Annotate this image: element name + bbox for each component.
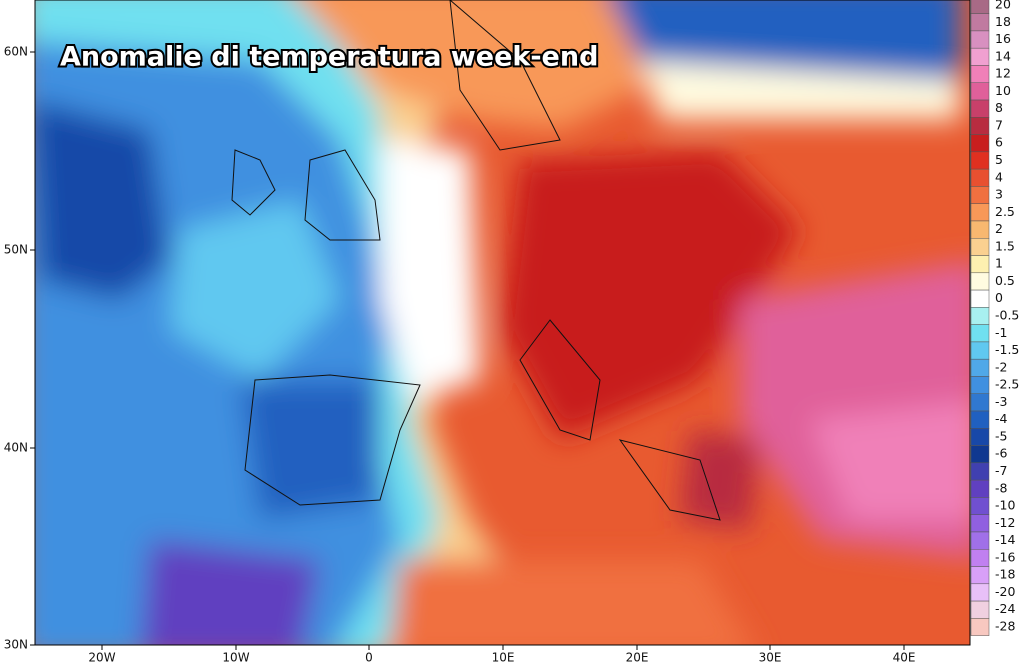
- legend-label: 10: [995, 83, 1011, 98]
- legend-label: -14: [995, 532, 1015, 547]
- legend-swatch: [970, 99, 990, 118]
- legend-label: -7: [995, 463, 1007, 478]
- legend-swatch: [970, 497, 990, 515]
- legend-label: 3: [995, 187, 1003, 202]
- lon-label: 10W: [222, 651, 249, 665]
- legend-swatch: [970, 186, 990, 204]
- legend-swatch: [970, 549, 990, 567]
- legend-swatch: [970, 220, 990, 239]
- legend-label: -1: [995, 325, 1007, 340]
- legend-label: -18: [995, 567, 1015, 582]
- legend-label: -2: [995, 359, 1007, 374]
- legend-swatch: [970, 289, 990, 308]
- legend-label: -8: [995, 480, 1008, 495]
- legend-swatch: [970, 358, 990, 377]
- legend-label: -10: [995, 498, 1015, 513]
- lon-label: 30E: [759, 651, 782, 665]
- legend-label: 1: [995, 256, 1003, 271]
- legend-label: 0.5: [995, 273, 1015, 288]
- legend-label: -6: [995, 446, 1008, 461]
- legend-swatch: [970, 168, 990, 187]
- legend-swatch: [970, 65, 990, 83]
- lon-label: 20E: [626, 651, 649, 665]
- legend-swatch: [970, 514, 990, 533]
- legend-swatch: [970, 376, 990, 395]
- legend-label: -16: [995, 549, 1015, 564]
- legend-swatch: [970, 203, 990, 222]
- legend-label: 5: [995, 152, 1003, 167]
- legend-label: 1.5: [995, 238, 1015, 253]
- legend-label: -0.5: [995, 308, 1019, 323]
- lat-label: 50N: [4, 243, 28, 257]
- legend-label: -1.5: [995, 342, 1019, 357]
- lon-label: 10E: [492, 651, 515, 665]
- legend-label: 12: [995, 66, 1011, 81]
- lon-label: 0: [365, 651, 373, 665]
- legend-label: 4: [995, 169, 1003, 184]
- legend-label: -4: [995, 411, 1008, 426]
- lat-label: 30N: [4, 638, 28, 652]
- legend-label: 0: [995, 290, 1003, 305]
- map-title: Anomalie di temperatura week-end: [60, 42, 598, 73]
- legend-label: 2: [995, 221, 1003, 236]
- legend-swatch: [970, 445, 990, 464]
- legend-label: -20: [995, 584, 1015, 599]
- legend-label: 18: [995, 14, 1011, 29]
- legend-swatch: [970, 410, 990, 429]
- legend-label: 20: [995, 0, 1011, 12]
- legend-swatch: [970, 272, 990, 291]
- legend-swatch: [970, 30, 990, 49]
- legend-swatch: [970, 13, 990, 32]
- legend-label: 2.5: [995, 204, 1015, 219]
- legend-label: 16: [995, 31, 1011, 46]
- legend-swatch: [970, 462, 990, 481]
- map-area: [35, 0, 970, 645]
- legend-swatch: [970, 255, 990, 274]
- legend-label: -5: [995, 428, 1007, 443]
- legend-swatch: [970, 600, 990, 619]
- legend-swatch: [970, 307, 990, 325]
- lat-label: 40N: [4, 441, 28, 455]
- legend-swatch: [970, 618, 990, 636]
- lon-label: 20W: [88, 651, 115, 665]
- legend-swatch: [970, 583, 990, 602]
- legend-label: -24: [995, 601, 1015, 616]
- legend-label: -3: [995, 394, 1007, 409]
- legend-label: -28: [995, 619, 1015, 634]
- lat-label: 60N: [4, 45, 28, 59]
- legend-swatch: [970, 117, 990, 135]
- legend-swatch: [970, 134, 990, 153]
- legend-swatch: [970, 531, 990, 550]
- legend-swatch: [970, 47, 990, 66]
- legend-label: 6: [995, 135, 1003, 150]
- legend-swatch: [970, 238, 990, 256]
- legend-label: 8: [995, 100, 1003, 115]
- legend-swatch: [970, 324, 990, 343]
- legend-label: 7: [995, 117, 1003, 132]
- legend-swatch: [970, 151, 990, 170]
- legend-label: -2.5: [995, 377, 1019, 392]
- legend-label: -12: [995, 515, 1015, 530]
- legend-swatch: [970, 393, 990, 412]
- legend-swatch: [970, 341, 990, 360]
- legend-swatch: [970, 0, 990, 14]
- legend-label: 14: [995, 48, 1011, 63]
- lon-label: 40E: [893, 651, 916, 665]
- legend-swatch: [970, 82, 990, 101]
- legend-swatch: [970, 566, 990, 585]
- legend-swatch: [970, 428, 990, 446]
- legend-swatch: [970, 479, 990, 498]
